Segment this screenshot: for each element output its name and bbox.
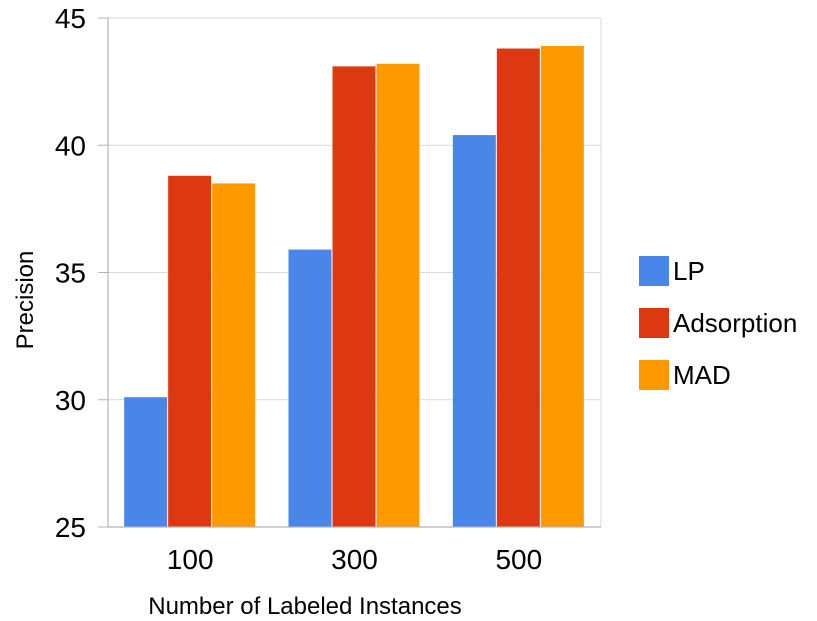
legend-label-mad: MAD — [673, 360, 731, 390]
bar-lp-100 — [124, 397, 168, 527]
axes — [107, 18, 601, 528]
bar-mad-500 — [540, 45, 584, 528]
x-tick-label: 300 — [331, 544, 378, 575]
bar-mad-100 — [212, 183, 256, 528]
legend-swatch-adsorption — [639, 308, 669, 338]
bar-lp-300 — [288, 249, 332, 527]
x-tick-label: 100 — [167, 544, 214, 575]
legend-label-lp: LP — [673, 256, 705, 286]
legend: LP Adsorption MAD — [639, 256, 797, 390]
y-tick-label: 45 — [55, 3, 86, 34]
bars — [124, 45, 584, 528]
y-tick-labels: 25 30 35 40 45 — [55, 3, 86, 543]
x-axis-title: Number of Labeled Instances — [148, 593, 462, 620]
y-axis-title: Precision — [12, 251, 39, 350]
y-tick-label: 40 — [55, 130, 86, 161]
legend-swatch-mad — [639, 360, 669, 390]
legend-swatch-lp — [639, 256, 669, 286]
y-tick-label: 30 — [55, 385, 86, 416]
bar-adsorption-100 — [168, 175, 212, 528]
y-tick-label: 25 — [55, 512, 86, 543]
bar-lp-500 — [452, 135, 496, 527]
bar-adsorption-500 — [496, 48, 540, 527]
y-tick-label: 35 — [55, 258, 86, 289]
x-tick-labels: 100 300 500 — [167, 544, 542, 575]
bar-adsorption-300 — [332, 66, 376, 527]
bar-mad-300 — [376, 63, 420, 528]
x-tick-label: 500 — [495, 544, 542, 575]
legend-label-adsorption: Adsorption — [673, 308, 797, 338]
